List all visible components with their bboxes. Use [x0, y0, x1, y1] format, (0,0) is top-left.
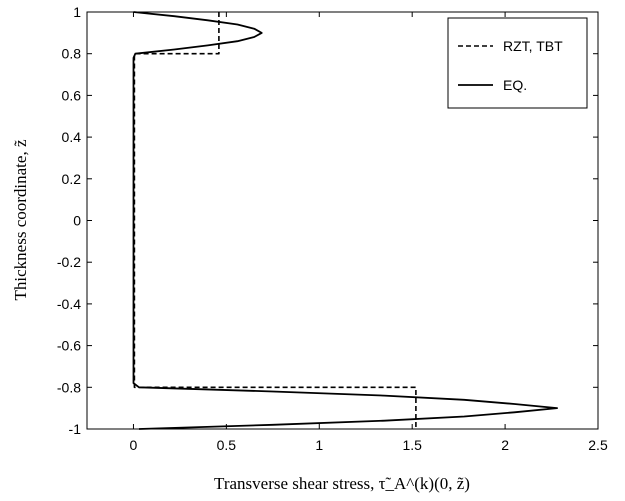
legend-label-rzt-tbt: RZT, TBT	[503, 38, 563, 54]
y-tick-label: -0.2	[57, 254, 81, 270]
x-tick-label: 0	[130, 437, 138, 453]
y-tick-label: 0.6	[62, 87, 82, 103]
y-axis-title: Thickness coordinate, z̃	[11, 139, 30, 300]
legend-box	[447, 17, 588, 109]
x-tick-label: 1.5	[402, 437, 422, 453]
y-tick-label: -0.8	[57, 379, 81, 395]
y-tick-label: -1	[69, 421, 82, 437]
series-line-eq	[132, 11, 558, 430]
ticks: 0 0.5 1 1.5 2 2.5 1 0.8 0.6 0.4 0.2 0 -0.2 -0.4 -0.6 -0…	[57, 4, 608, 453]
y-tick-label: -0.4	[57, 296, 81, 312]
x-tick-label: 0.5	[217, 437, 237, 453]
x-tick-label: 1	[315, 437, 323, 453]
y-tick-label: 0.2	[62, 171, 82, 187]
y-tick-label: -0.6	[57, 338, 81, 354]
y-tick-label: 0.4	[62, 129, 82, 145]
series	[132, 11, 558, 430]
x-axis-title: Transverse shear stress, τ̃_A^(k)(0, z̃)	[214, 474, 470, 493]
x-tick-label: 2	[501, 437, 509, 453]
y-tick-label: 0.8	[62, 46, 82, 62]
legend: RZT, TBT EQ.	[447, 17, 588, 109]
x-tick-label: 2.5	[588, 437, 608, 453]
y-tick-label: 1	[73, 4, 81, 20]
y-tick-label: 0	[73, 213, 81, 229]
legend-label-eq: EQ.	[503, 77, 527, 93]
